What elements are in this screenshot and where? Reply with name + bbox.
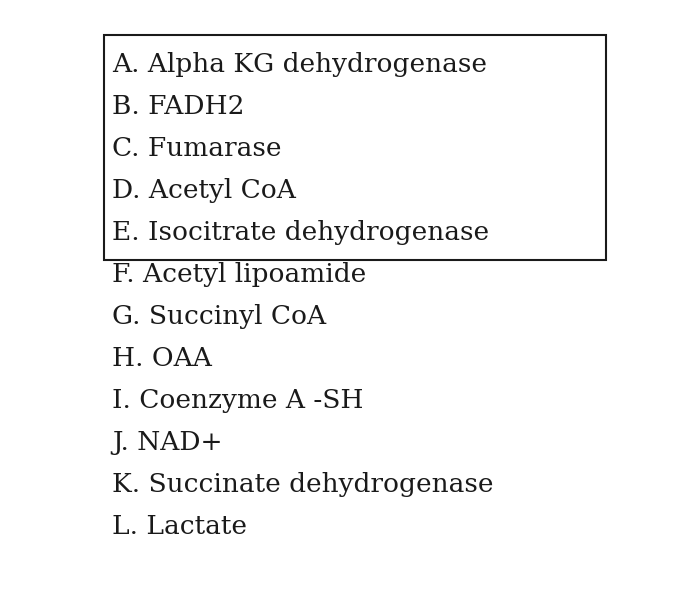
Text: K. Succinate dehydrogenase: K. Succinate dehydrogenase [112,472,493,497]
Text: D. Acetyl CoA: D. Acetyl CoA [112,178,296,203]
Text: I. Coenzyme A -SH: I. Coenzyme A -SH [112,388,363,413]
Text: L. Lactate: L. Lactate [112,514,247,539]
Text: B. FADH2: B. FADH2 [112,94,244,119]
Text: G. Succinyl CoA: G. Succinyl CoA [112,304,326,329]
Text: F. Acetyl lipoamide: F. Acetyl lipoamide [112,262,366,287]
Text: A. Alpha KG dehydrogenase: A. Alpha KG dehydrogenase [112,52,487,77]
Text: H. OAA: H. OAA [112,346,212,371]
Text: J. NAD+: J. NAD+ [112,430,223,455]
Text: C. Fumarase: C. Fumarase [112,136,281,161]
Bar [104,35,606,260]
Text: E. Isocitrate dehydrogenase: E. Isocitrate dehydrogenase [112,220,489,245]
